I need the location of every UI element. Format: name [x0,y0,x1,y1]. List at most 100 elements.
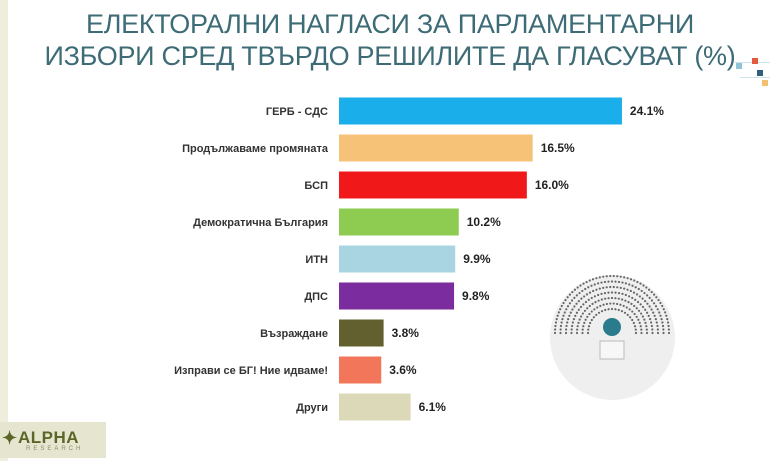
seat-dot [616,286,619,289]
seat-dot [614,280,617,283]
seat-dot [624,293,627,297]
seat-dot [570,328,573,331]
seat-dot [638,295,641,298]
category-label: БСП [304,180,328,192]
seat-dot [577,300,580,303]
seat-dot [593,295,596,298]
seat-dot [578,318,581,321]
seat-dot [625,306,628,309]
seat-dot [650,308,653,311]
seat-dot [645,328,648,331]
seat-dot [595,313,598,316]
seat-dot [586,331,590,335]
seat-dot [628,308,631,311]
value-label: 24.1% [630,104,664,118]
seat-dot [647,314,650,317]
seat-dot [634,331,638,335]
seat-dot [640,289,643,293]
seat-dot [648,305,651,308]
seat-dot [576,286,579,289]
seat-dot [652,302,656,305]
seat-dot [645,331,649,335]
seat-dot [617,308,620,312]
value-label: 16.5% [541,141,575,155]
seat-dot [573,296,576,299]
seat-dot [634,328,637,331]
bar-4 [339,245,456,273]
seat-dot [646,294,649,297]
seat-dot [584,300,588,304]
decor-square [752,58,758,64]
seat-dot [634,298,637,301]
seat-dot [612,302,615,305]
seat-dot [598,276,601,279]
people-icon [603,318,621,336]
parliament-emblem [550,274,675,400]
seat-dot [654,305,658,308]
seat-dot [667,331,671,335]
seat-dot [597,311,601,314]
seat-dot [617,292,621,295]
parliament-seats-icon [553,274,671,360]
category-label: Възраждане [260,328,328,340]
bar-6 [339,319,384,347]
category-label: Други [296,402,328,414]
seat-dot [592,316,595,319]
seat-dot [576,325,579,328]
seat-dot [654,318,657,321]
seat-dot [633,325,637,328]
seat-dot [605,275,608,278]
seat-dot [617,280,621,284]
seat-dot [581,328,584,331]
seat-dot [656,328,659,331]
seat-dot [607,308,610,311]
logo-name: ALPHA [18,428,80,447]
seat-dot [588,304,591,308]
seat-dot [656,308,659,311]
seat-dot [644,308,647,311]
seat-dot [640,312,643,315]
seat-dot [572,318,576,321]
seat-dot [593,308,596,311]
seat-dot [555,317,558,321]
seat-dot [636,300,640,304]
bar-7 [339,356,382,384]
seat-dot [588,312,591,316]
bar-8 [339,393,411,421]
seat-dot [658,311,661,314]
seat-dot [620,310,624,313]
seat-dot [659,301,662,305]
seat-dot [648,296,651,299]
seat-dot [591,278,595,281]
seat-dot [569,311,572,314]
seat-dot [602,303,605,306]
decor-square [757,70,763,76]
logo-sub: RESEARCH [26,446,84,452]
seat-dot [581,289,584,293]
alpha-research-logo: ✦ ALPHA RESEARCH [0,422,106,458]
seat-dot [645,325,648,328]
seat-dot [609,285,612,289]
seat-dot [623,287,626,290]
seat-dot [590,318,593,322]
title-line-1: ЕЛЕКТОРАЛНИ НАГЛАСИ ЗА ПАРЛАМЕНТАРНИ [86,9,694,39]
seat-dot [600,292,603,295]
value-label: 3.6% [389,363,417,377]
seat-dot [559,331,562,335]
seat-dot [584,318,587,321]
seat-dot [597,293,600,297]
seat-dot [652,311,655,314]
seat-dot [635,293,639,296]
seat-dot [637,287,640,291]
seat-dot [561,318,564,321]
title-line-2: ИЗБОРИ СРЕД ТВЪРДО РЕШИЛИТЕ ДА ГЛАСУВАТ … [44,41,736,71]
seat-dot [578,291,581,295]
seat-dot [656,324,659,328]
seat-dot [583,295,586,298]
seat-dot [635,315,638,318]
seat-dot [660,318,663,321]
decor-square [736,63,742,69]
seat-dot [568,293,571,296]
seat-dot [617,297,620,300]
seat-dot [651,331,654,335]
